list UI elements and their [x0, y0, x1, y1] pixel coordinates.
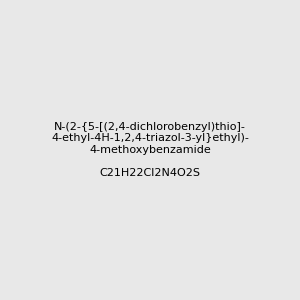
Text: N-(2-{5-[(2,4-dichlorobenzyl)thio]-
4-ethyl-4H-1,2,4-triazol-3-yl}ethyl)-
4-meth: N-(2-{5-[(2,4-dichlorobenzyl)thio]- 4-et…: [51, 122, 249, 178]
